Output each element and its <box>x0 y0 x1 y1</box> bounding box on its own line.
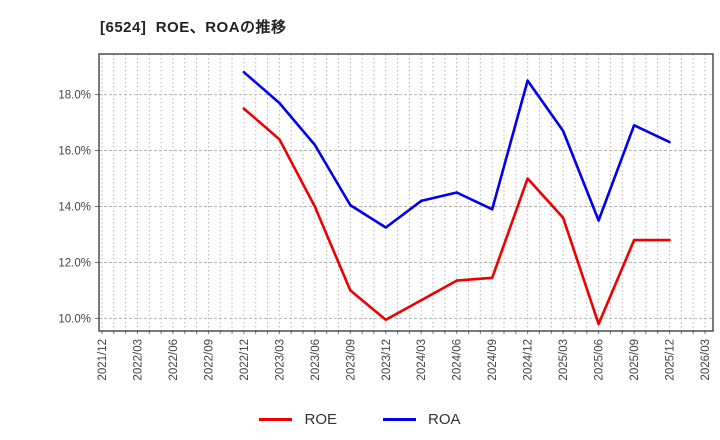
x-axis-label-2024/12: 2024/12 <box>523 339 535 381</box>
x-axis-label-2024/09: 2024/09 <box>487 339 499 381</box>
x-axis-label-2023/12: 2023/12 <box>381 339 393 381</box>
x-axis-label-2023/03: 2023/03 <box>274 339 286 381</box>
roa-line-swatch <box>383 418 416 421</box>
x-axis-label-2022/03: 2022/03 <box>132 339 144 381</box>
y-axis-label-12: 12.0% <box>58 257 91 269</box>
y-axis-label-14: 14.0% <box>58 201 91 213</box>
x-axis-label-2023/09: 2023/09 <box>345 339 357 381</box>
x-axis-label-2026/03: 2026/03 <box>700 339 712 381</box>
chart-title: [6524] ROE、ROAの推移 <box>100 19 287 36</box>
x-axis-label-2025/12: 2025/12 <box>665 339 677 381</box>
roa-line <box>242 70 671 229</box>
x-axis-label-2024/03: 2024/03 <box>416 339 428 381</box>
x-axis-label-2022/09: 2022/09 <box>203 339 215 381</box>
legend-label-roe: ROE <box>304 411 337 428</box>
x-axis-label-2023/06: 2023/06 <box>310 339 322 381</box>
legend-item-roa: ROA <box>383 411 461 428</box>
legend-label-roa: ROA <box>428 411 461 428</box>
y-axis-label-10: 10.0% <box>58 313 91 325</box>
y-axis-label-18: 18.0% <box>58 90 91 102</box>
chart-legend: ROE ROA <box>0 411 720 428</box>
roe-line <box>242 107 671 326</box>
plot-border <box>98 53 714 332</box>
x-axis-label-2022/06: 2022/06 <box>168 339 180 381</box>
x-axis-label-2022/12: 2022/12 <box>239 339 251 381</box>
x-axis-label-2025/06: 2025/06 <box>594 339 606 381</box>
y-axis-label-16: 16.0% <box>58 146 91 158</box>
legend-item-roe: ROE <box>259 411 337 428</box>
x-axis-label-2021/12: 2021/12 <box>97 339 109 381</box>
roe-line-swatch <box>259 418 293 421</box>
x-axis-label-2024/06: 2024/06 <box>452 339 464 381</box>
x-axis-label-2025/09: 2025/09 <box>629 339 641 381</box>
x-axis-label-2025/03: 2025/03 <box>558 339 570 381</box>
